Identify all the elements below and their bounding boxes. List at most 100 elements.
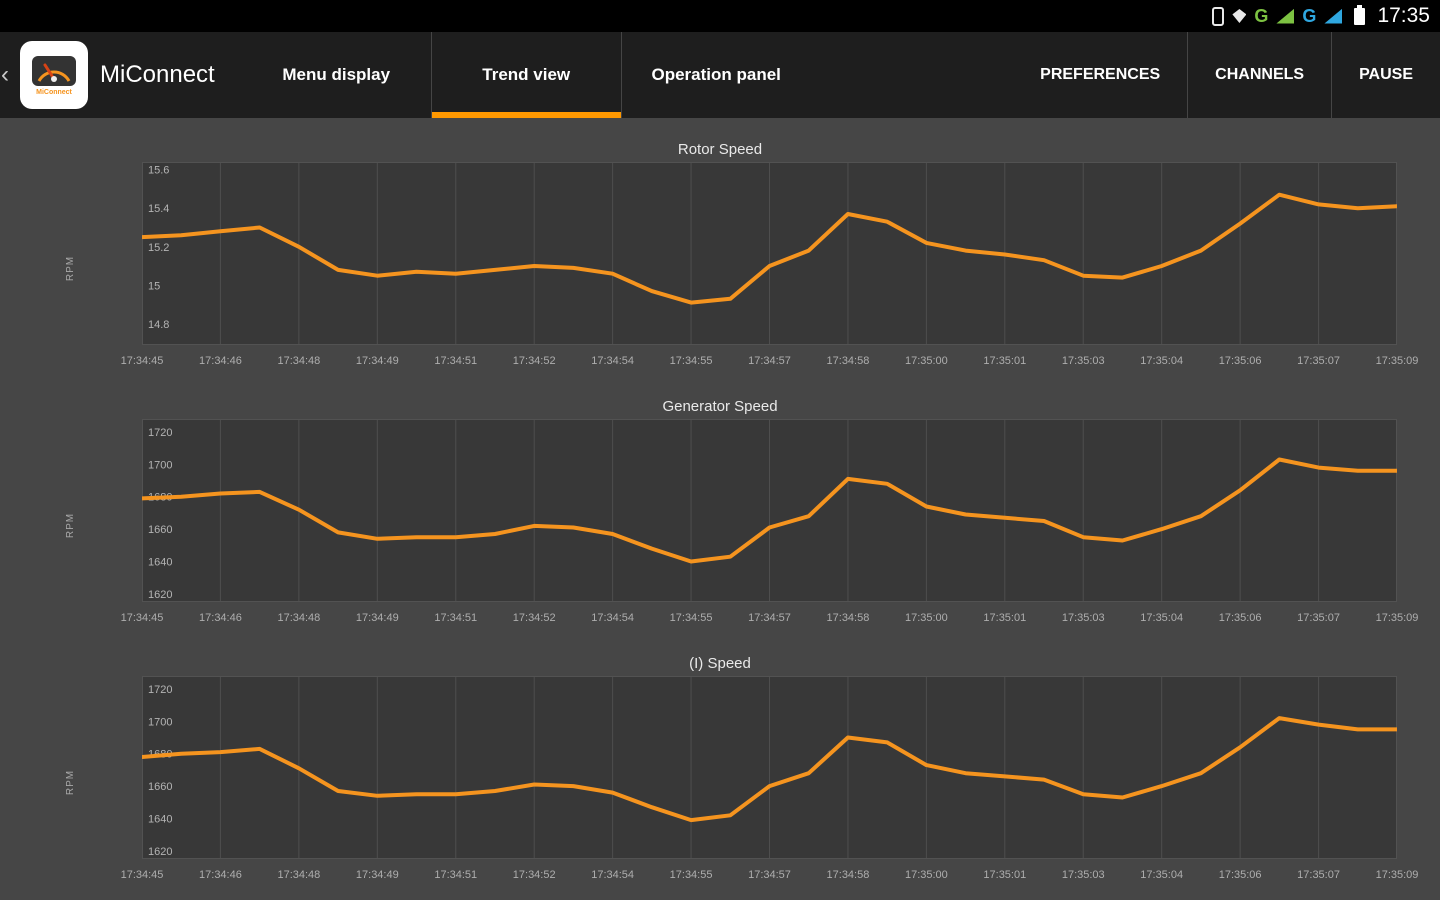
preferences-button[interactable]: PREFERENCES [1040, 66, 1161, 83]
x-tick-label: 17:34:49 [355, 612, 399, 624]
x-tick-label: 17:35:07 [1297, 612, 1340, 624]
chart-i-speed: (I) Speed RPM 1620 1640 1660 1680 1700 1720 1… [0, 632, 1440, 889]
x-tick-label: 17:34:51 [434, 612, 478, 624]
x-tick-label: 17:35:01 [983, 869, 1027, 881]
x-tick-label: 17:34:57 [748, 355, 791, 367]
x-tick-label: 17:34:51 [434, 355, 478, 367]
y-axis-label: RPM [65, 769, 77, 796]
y-tick-label: 1640 [148, 557, 172, 569]
app-icon[interactable]: MiConnect [20, 41, 88, 109]
x-tick-label: 17:35:00 [904, 612, 948, 624]
x-tick-label: 17:35:06 [1218, 355, 1262, 367]
x-tick-label: 17:34:45 [120, 612, 164, 624]
y-tick-label: 1660 [148, 781, 172, 793]
y-tick-label: 1700 [148, 716, 172, 728]
x-tick-label: 17:35:01 [983, 355, 1027, 367]
gauge-icon [32, 55, 76, 86]
x-tick-label: 17:35:03 [1061, 869, 1105, 881]
x-tick-label: 17:34:48 [277, 869, 321, 881]
x-tick-label: 17:34:49 [355, 355, 399, 367]
rotation-lock-icon [1212, 6, 1225, 26]
x-tick-label: 17:34:46 [199, 869, 242, 881]
trend-view-content: Rotor Speed RPM 14.8 15 15.2 15.4 15.6 17:34… [0, 118, 1440, 889]
x-tick-label: 17:34:58 [826, 355, 870, 367]
series-line [142, 457, 1397, 564]
x-tick-label: 17:34:48 [277, 355, 321, 367]
plot-border [142, 676, 1397, 859]
y-axis-label: RPM [65, 255, 77, 282]
y-tick-label: 15.6 [148, 165, 169, 177]
y-axis-label: RPM [65, 512, 77, 539]
x-tick-label: 17:35:00 [904, 355, 948, 367]
x-tick-label: 17:35:07 [1297, 869, 1340, 881]
x-tick-label: 17:34:46 [199, 355, 242, 367]
x-tick-label: 17:35:04 [1140, 612, 1184, 624]
x-tick-label: 17:35:06 [1218, 869, 1262, 881]
y-tick-label: 1640 [148, 814, 172, 826]
app-bar: ‹ MiConnect MiConnect Menu display Trend… [0, 32, 1440, 118]
x-tick-label: 17:35:09 [1375, 869, 1419, 881]
y-tick-label: 15.2 [148, 242, 169, 254]
x-tick-label: 17:34:58 [826, 612, 870, 624]
series-line [142, 716, 1397, 823]
y-tick-label: 15.4 [148, 203, 169, 215]
x-tick-label: 17:34:48 [277, 612, 321, 624]
y-tick-label: 1720 [148, 427, 172, 439]
x-axis-labels: 17:34:45 17:34:46 17:34:48 17:34:49 17:34:51… [121, 345, 1419, 375]
app-title: MiConnect [100, 61, 215, 88]
chart-title: Generator Speed [662, 398, 778, 415]
x-tick-label: 17:34:54 [591, 612, 635, 624]
x-tick-label: 17:35:03 [1061, 355, 1105, 367]
status-bar: G G 17:35 [0, 0, 1440, 32]
y-tick-label: 15 [148, 280, 160, 292]
series-line [142, 192, 1397, 305]
channels-button[interactable]: CHANNELS [1187, 32, 1331, 118]
back-chevron-icon[interactable]: ‹ [1, 61, 9, 88]
gsm-blue-letter: G [1302, 6, 1317, 26]
x-tick-label: 17:34:45 [120, 355, 164, 367]
signal-strength-blue-icon [1324, 8, 1343, 24]
chart-title: Rotor Speed [677, 141, 763, 158]
x-tick-label: 17:35:01 [983, 612, 1027, 624]
chart-generator-speed: Generator Speed RPM 1620 1640 1660 1680 1700… [0, 375, 1440, 632]
x-tick-label: 17:34:49 [355, 869, 399, 881]
x-tick-label: 17:35:09 [1375, 612, 1419, 624]
plot-border [142, 419, 1397, 602]
x-tick-label: 17:34:55 [669, 869, 713, 881]
generator-speed-plot[interactable]: 1620 1640 1660 1680 1700 1720 [142, 419, 1397, 602]
x-tick-label: 17:35:00 [904, 869, 948, 881]
i-speed-plot[interactable]: 1620 1640 1660 1680 1700 1720 [142, 676, 1397, 859]
app-icon-label: MiConnect [36, 88, 72, 96]
signal-strength-green-icon [1276, 8, 1295, 24]
tab-menu-display[interactable]: Menu display [282, 65, 391, 84]
x-tick-label: 17:34:57 [748, 612, 791, 624]
x-tick-label: 17:34:54 [591, 869, 635, 881]
network-status-icon [1232, 9, 1247, 23]
x-tick-label: 17:35:07 [1297, 355, 1340, 367]
y-tick-label: 1620 [148, 846, 172, 858]
x-tick-label: 17:34:52 [512, 355, 556, 367]
gsm-green-letter: G [1254, 6, 1269, 26]
action-strip: PREFERENCES CHANNELS PAUSE [1013, 32, 1440, 118]
chart-title: (I) Speed [689, 655, 751, 672]
plot-border [142, 162, 1397, 345]
pause-button[interactable]: PAUSE [1331, 32, 1440, 118]
x-tick-label: 17:34:45 [120, 869, 164, 881]
x-tick-label: 17:34:52 [512, 869, 556, 881]
tab-strip: Menu display Trend view Operation panel [241, 32, 811, 118]
status-clock: 17:35 [1377, 4, 1430, 27]
tab-operation-panel[interactable]: Operation panel [620, 32, 811, 118]
y-tick-label: 1660 [148, 524, 172, 536]
x-tick-label: 17:34:55 [669, 612, 713, 624]
tab-trend-view[interactable]: Trend view [430, 32, 621, 118]
rotor-speed-plot[interactable]: 14.8 15 15.2 15.4 15.6 [142, 162, 1397, 345]
y-tick-label: 1700 [148, 459, 172, 471]
x-tick-label: 17:34:57 [748, 869, 791, 881]
x-tick-label: 17:35:06 [1218, 612, 1262, 624]
x-tick-label: 17:35:03 [1061, 612, 1105, 624]
chart-rotor-speed: Rotor Speed RPM 14.8 15 15.2 15.4 15.6 17:34… [0, 118, 1440, 375]
x-tick-label: 17:34:46 [199, 612, 242, 624]
x-tick-label: 17:34:58 [826, 869, 870, 881]
battery-icon [1354, 4, 1366, 25]
x-tick-label: 17:34:51 [434, 869, 478, 881]
